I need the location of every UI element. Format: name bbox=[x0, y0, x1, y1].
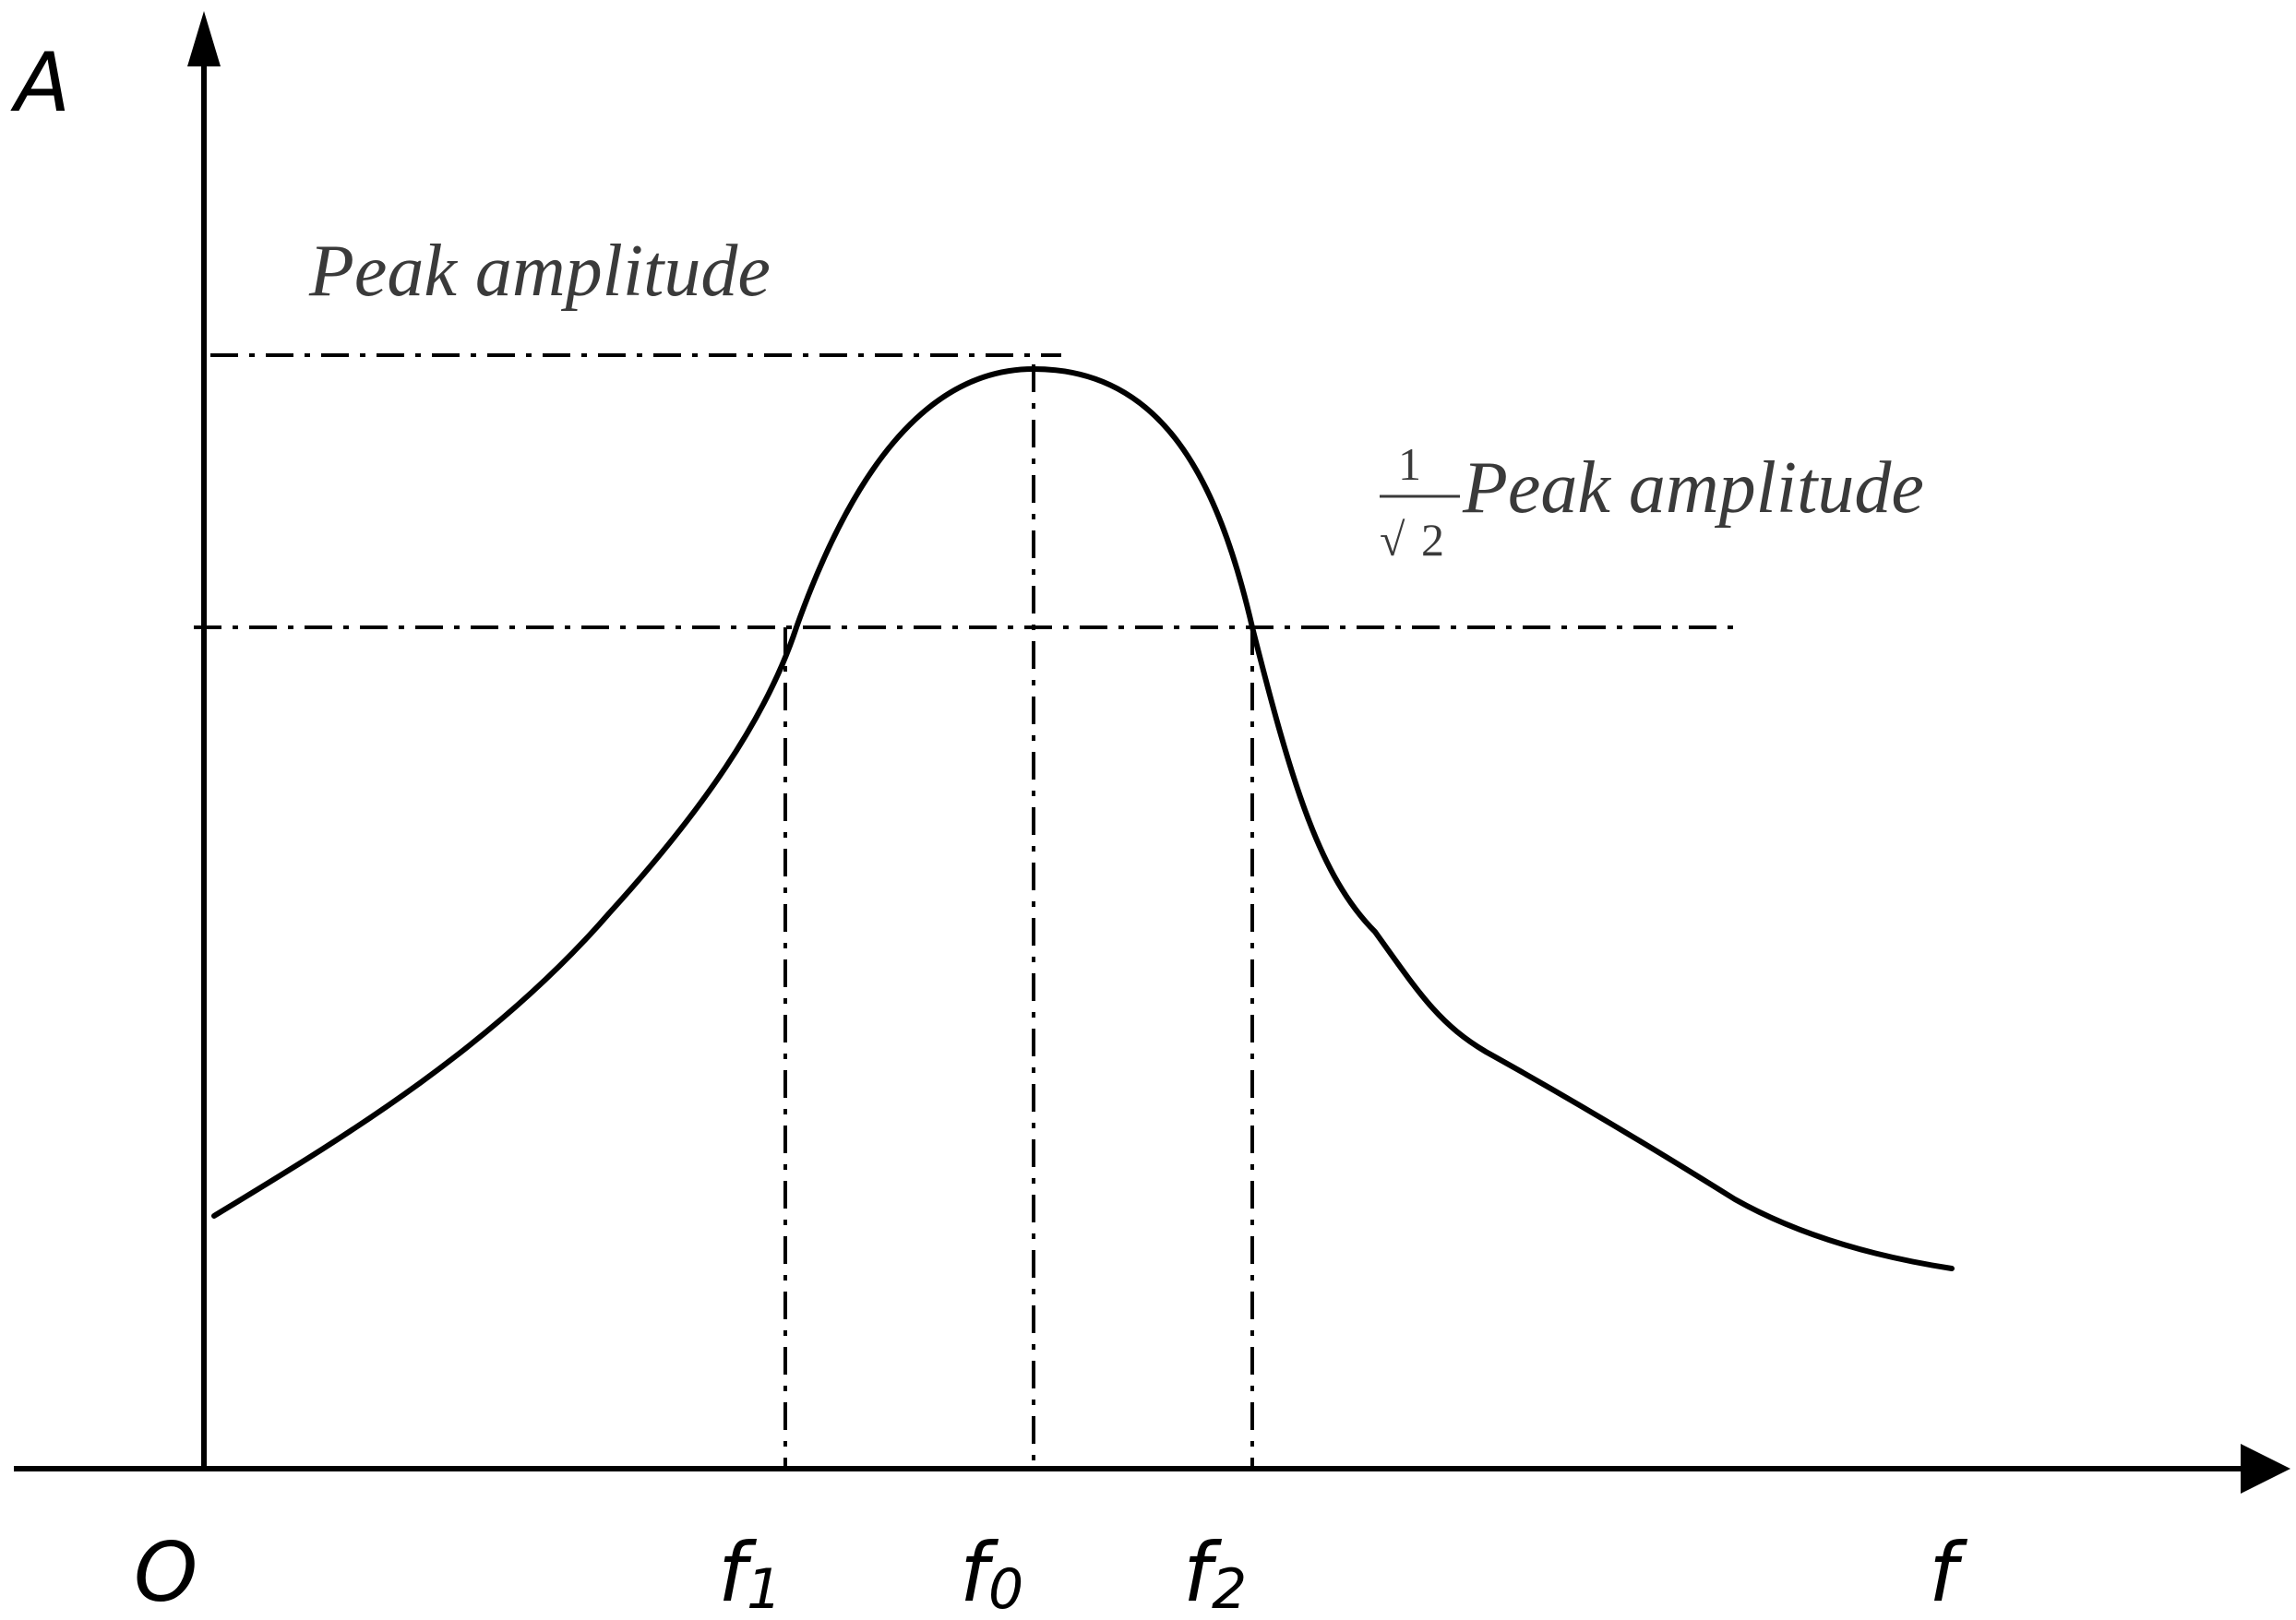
origin-label: O bbox=[134, 1525, 197, 1620]
amplitude-curve bbox=[211, 366, 1955, 1271]
half-power-label: 1 √ 2 Peak amplitude bbox=[1380, 438, 1924, 566]
x-axis-arrowhead bbox=[2241, 1444, 2290, 1494]
tick-label-f2: f2 bbox=[1183, 1525, 1247, 1620]
y-axis-label: A bbox=[10, 35, 70, 130]
fraction-radicand: 2 bbox=[1421, 514, 1444, 566]
fraction-radical: √ bbox=[1380, 514, 1405, 566]
tick-label-f1: f1 bbox=[718, 1525, 782, 1620]
y-axis-arrowhead bbox=[187, 11, 221, 66]
tick-label-f0: f0 bbox=[960, 1525, 1023, 1620]
half-power-text: Peak amplitude bbox=[1462, 447, 1924, 529]
peak-amplitude-label: Peak amplitude bbox=[308, 231, 771, 312]
fraction-numerator: 1 bbox=[1398, 438, 1421, 490]
x-axis-label: f bbox=[1929, 1525, 1968, 1620]
